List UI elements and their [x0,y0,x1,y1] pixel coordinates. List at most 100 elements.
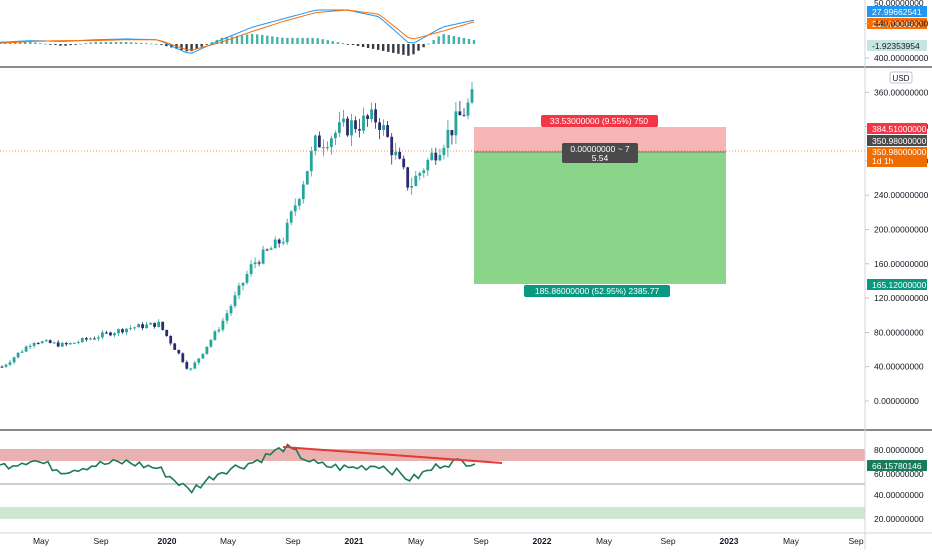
macd-histogram-bar [124,42,128,44]
macd-value-tag: 27.99662541 [867,6,927,17]
position-info-label: 0.00000000 ~ 7 5.54 [562,143,638,163]
macd-histogram-bar [326,40,329,44]
target-price-tag: 165.12000000 [867,279,927,290]
macd-histogram-bar [412,44,415,55]
candle [64,341,68,347]
price-axis[interactable]: USD 440.00000000400.00000000360.00000000… [865,19,929,406]
macd-histogram-bar [397,44,400,54]
candle [201,353,205,359]
histogram-value-tag: -1.92353954 [867,40,927,51]
candle [181,352,185,364]
divergence-trend-line[interactable] [282,446,503,464]
macd-histogram-bar [240,35,244,44]
rsi-pane[interactable] [0,443,865,519]
candle [462,108,466,117]
price-pane[interactable]: 33.53000000 (9.55%) 750 0.00000000 ~ 7 5… [0,82,865,372]
time-axis-label: 2022 [533,536,552,546]
time-axis-label: Sep [660,536,675,546]
macd-histogram-bar [442,34,445,44]
candle [297,197,301,210]
candle [426,157,430,176]
macd-histogram-bar [24,42,27,44]
time-axis-label: Sep [473,536,488,546]
candle [338,111,341,138]
time-axis-label: May [783,536,800,546]
macd-histogram-bar [104,42,108,44]
candle [40,340,44,344]
price-tick-label: 120.00000000 [874,293,929,303]
candle [209,338,213,348]
candle [213,329,217,341]
macd-histogram-bar [129,42,133,44]
candle [137,323,140,328]
svg-text:350.98000000: 350.98000000 [872,147,927,157]
time-axis-label: Sep [848,536,863,546]
macd-histogram-bar [361,44,365,47]
macd-histogram-bar [155,43,158,45]
candle [72,342,76,344]
candle [330,135,333,155]
macd-pane[interactable] [0,0,865,66]
candle [305,170,309,185]
price-tick-label: 440.00000000 [874,19,929,29]
candle [269,246,273,250]
candle [442,144,446,160]
macd-histogram-bar [311,37,314,44]
candle [217,327,221,334]
svg-text:1d 1h: 1d 1h [872,156,894,166]
candle [265,248,269,251]
macd-histogram-bar [89,42,92,44]
svg-text:165.12000000: 165.12000000 [872,280,927,290]
macd-histogram-bar [331,41,334,44]
price-tick-label: 80.00000000 [874,327,924,337]
candle [97,335,100,341]
price-tick-label: 360.00000000 [874,87,929,97]
candle [129,325,132,331]
candle [370,102,373,123]
macd-histogram-bar [49,44,52,45]
macd-histogram-bar [19,42,22,44]
stop-price-tag: 384.51000000 [867,123,927,134]
macd-histogram-bar [34,42,37,44]
candle [406,166,410,191]
candle [149,322,152,325]
macd-histogram-bar [432,40,435,44]
candle [125,328,128,336]
candle [205,346,209,356]
svg-text:66.15780146: 66.15780146 [872,461,922,471]
rsi-overbought-band [0,449,865,461]
candle [446,119,450,158]
macd-histogram-bar [417,44,420,51]
time-axis-label: 2023 [720,536,739,546]
candle [414,171,418,187]
macd-histogram-bar [377,44,380,50]
macd-histogram-bar [69,44,72,46]
time-axis-label: May [408,536,425,546]
candle [93,336,96,340]
macd-histogram-bar [306,37,309,44]
candle [169,335,173,346]
candle [257,260,261,267]
take-profit-zone[interactable] [474,152,726,284]
macd-histogram-bar [281,37,284,44]
candle [117,328,120,336]
rsi-tick-40: 40.00000000 [874,490,924,500]
candle [273,236,277,249]
currency-badge[interactable]: USD [889,71,913,84]
rsi-oversold-band [0,507,865,519]
macd-histogram-bar [13,42,17,44]
rsi-axis[interactable]: 80.00000000 60.00000000 40.00000000 20.0… [867,445,927,524]
macd-histogram-bar [387,44,390,52]
time-axis-label: Sep [93,536,108,546]
macd-axis[interactable]: 50.00000000 27.99662541 26.07308587 -1.9… [867,0,927,51]
rsi-tick-60: 60.00000000 [874,469,924,479]
candle [410,177,414,195]
candle [173,342,177,350]
time-axis[interactable]: May Sep 2020 May Sep 2021 May Sep 2022 May Sep 2023… [33,536,864,546]
price-tick-label: 240.00000000 [874,190,929,200]
candle [293,198,297,216]
macd-histogram-bar [59,44,62,46]
macd-histogram-bar [392,44,395,53]
candle [362,107,365,134]
